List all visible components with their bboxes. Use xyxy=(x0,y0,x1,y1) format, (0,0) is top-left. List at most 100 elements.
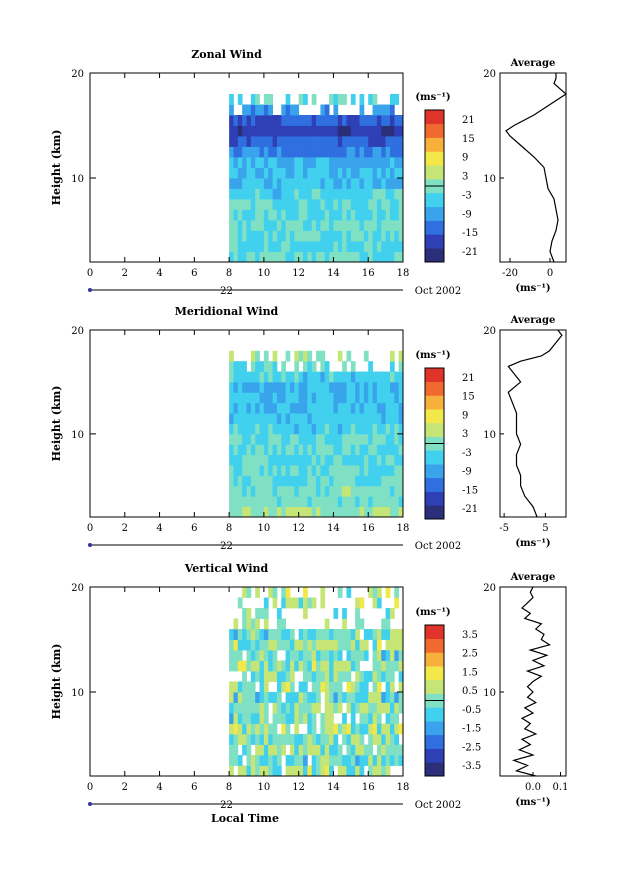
panel-3-heatmap-cell xyxy=(342,765,347,777)
panel-3-heatmap-cell xyxy=(316,734,321,745)
panel-3-heatmap-cell xyxy=(259,734,265,745)
panel-1-xtick-label: 6 xyxy=(191,268,197,279)
panel-3-heatmap-cell xyxy=(289,650,295,661)
panel-2-heatmap-cell xyxy=(311,361,317,372)
panel-2-heatmap-cell xyxy=(381,454,387,466)
panel-1-heatmap-cell xyxy=(268,251,273,263)
panel-1-heatmap-cell xyxy=(359,230,365,242)
panel-2-heatmap-cell xyxy=(311,381,317,393)
panel-3-heatmap-cell xyxy=(350,734,356,745)
panel-1-heatmap-cell xyxy=(363,115,369,126)
panel-3-heatmap-cell xyxy=(350,681,356,693)
panel-3-heatmap-cell xyxy=(268,723,273,735)
panel-2-ytick-label: 10 xyxy=(71,430,84,441)
panel-2-heatmap-cell xyxy=(233,423,239,435)
panel-1-heatmap-cell xyxy=(272,167,278,179)
panel-2-heatmap-cell xyxy=(329,381,334,393)
panel-2-heatmap-cell xyxy=(389,485,395,497)
panel-2-xtick-label: 14 xyxy=(327,523,340,534)
panel-2-heatmap-cell xyxy=(333,381,339,393)
panel-3-xtick-label: 0 xyxy=(87,782,93,793)
panel-2-xtick-label: 12 xyxy=(292,523,305,534)
panel-3-heatmap-cell xyxy=(359,692,365,703)
panel-3-heatmap-cell xyxy=(285,597,291,609)
panel-1-heatmap-cell xyxy=(294,136,300,147)
panel-2-heatmap-cell xyxy=(333,392,339,404)
panel-2-heatmap-cell xyxy=(294,444,300,456)
panel-2-heatmap-cell xyxy=(289,475,295,487)
panel-1-heatmap-cell xyxy=(285,220,291,231)
panel-2-heatmap-cell xyxy=(394,371,400,383)
panel-2-heatmap-cell xyxy=(329,371,334,383)
panel-2-heatmap-cell xyxy=(259,496,265,508)
panel-2-heatmap-cell xyxy=(289,371,295,383)
panel-1-heatmap-cell xyxy=(263,220,269,231)
panel-1-xtick-label: 12 xyxy=(292,268,305,279)
panel-3-heatmap-cell xyxy=(337,639,343,651)
panel-2-heatmap-cell xyxy=(355,465,360,476)
panel-2-heatmap-cell xyxy=(263,361,269,372)
panel-1-heatmap-cell xyxy=(276,209,282,221)
panel-1-heatmap-cell xyxy=(255,115,260,126)
panel-1-plot-frame xyxy=(89,72,404,263)
panel-1-heatmap-cell xyxy=(389,199,395,210)
panel-3-heatmap-cell xyxy=(255,660,260,672)
panel-3-heatmap-cell xyxy=(276,608,282,619)
panel-3-heatmap-cell xyxy=(376,765,382,777)
panel-1-heatmap-cell xyxy=(368,188,373,200)
panel-1-heatmap-cell xyxy=(276,251,282,263)
panel-2-heatmap-cell xyxy=(281,506,287,518)
panel-1-heatmap-cell xyxy=(342,241,347,252)
panel-2-heatmap-cell xyxy=(385,444,391,456)
panel-2-heatmap-cell xyxy=(276,475,282,487)
panel-3-heatmap-cell xyxy=(263,671,269,682)
panel-3-heatmap-cell xyxy=(368,744,373,756)
panel-3-heatmap-cell xyxy=(246,629,252,640)
panel-3-colorbar-tick-label: -1.5 xyxy=(462,724,481,735)
panel-3-heatmap-cell xyxy=(350,629,356,640)
panel-3-heatmap-cell xyxy=(242,702,247,714)
panel-1-heatmap-cell xyxy=(294,209,300,221)
panel-3-heatmap-cell xyxy=(329,681,334,693)
panel-3-heatmap-cell xyxy=(363,702,369,714)
panel-2-heatmap-cell xyxy=(255,350,260,362)
panel-3-heatmap-cell xyxy=(376,660,382,672)
panel-3-xtick-label: 10 xyxy=(258,782,271,793)
panel-3-heatmap-cell xyxy=(303,702,308,714)
panel-3-heatmap-cell xyxy=(272,660,278,672)
panel-1-heatmap-cell xyxy=(337,125,343,137)
panel-2-heatmap-cell xyxy=(337,402,343,414)
panel-1-xtick-label: 16 xyxy=(362,268,375,279)
panel-1-heatmap-cell xyxy=(394,178,400,189)
panel-3-heatmap-cell xyxy=(229,629,234,640)
panel-2-heatmap-cell xyxy=(294,506,300,518)
panel-2-heatmap-cell xyxy=(385,465,391,476)
panel-2-heatmap-cell xyxy=(376,433,382,445)
panel-3-heatmap-cell xyxy=(394,597,400,609)
panel-3-heatmap-cell xyxy=(255,618,260,630)
panel-1-heatmap-cell xyxy=(237,251,243,263)
panel-2-heatmap-cell xyxy=(333,402,339,414)
panel-2-colorbar-tick-label: 21 xyxy=(462,373,475,384)
panel-1-heatmap-cell xyxy=(389,94,395,105)
panel-3-heatmap-cell xyxy=(307,629,313,640)
panel-2-heatmap-cell xyxy=(268,465,273,476)
panel-1-heatmap-cell xyxy=(346,251,352,263)
panel-2-heatmap-cell xyxy=(333,506,339,518)
panel-1-heatmap-cell xyxy=(311,125,317,137)
panel-3-heatmap-cell xyxy=(259,608,265,619)
panel-3-heatmap-cell xyxy=(294,650,300,661)
panel-2-heatmap-cell xyxy=(259,475,265,487)
panel-1-heatmap-cell xyxy=(316,220,321,231)
panel-1-heatmap-cell xyxy=(242,115,247,126)
panel-3-heatmap-cell xyxy=(276,618,282,630)
panel-1-heatmap-cell xyxy=(385,251,391,263)
panel-2-heatmap-cell xyxy=(298,506,304,518)
panel-2-heatmap-cell xyxy=(294,371,300,383)
panel-2-heatmap-cell xyxy=(385,454,391,466)
panel-3-heatmap-cell xyxy=(329,734,334,745)
panel-3-heatmap-cell xyxy=(398,702,404,714)
panel-3-heatmap-cell xyxy=(320,713,326,724)
panel-2-heatmap-cell xyxy=(342,444,347,456)
panel-2-heatmap-cell xyxy=(355,423,360,435)
